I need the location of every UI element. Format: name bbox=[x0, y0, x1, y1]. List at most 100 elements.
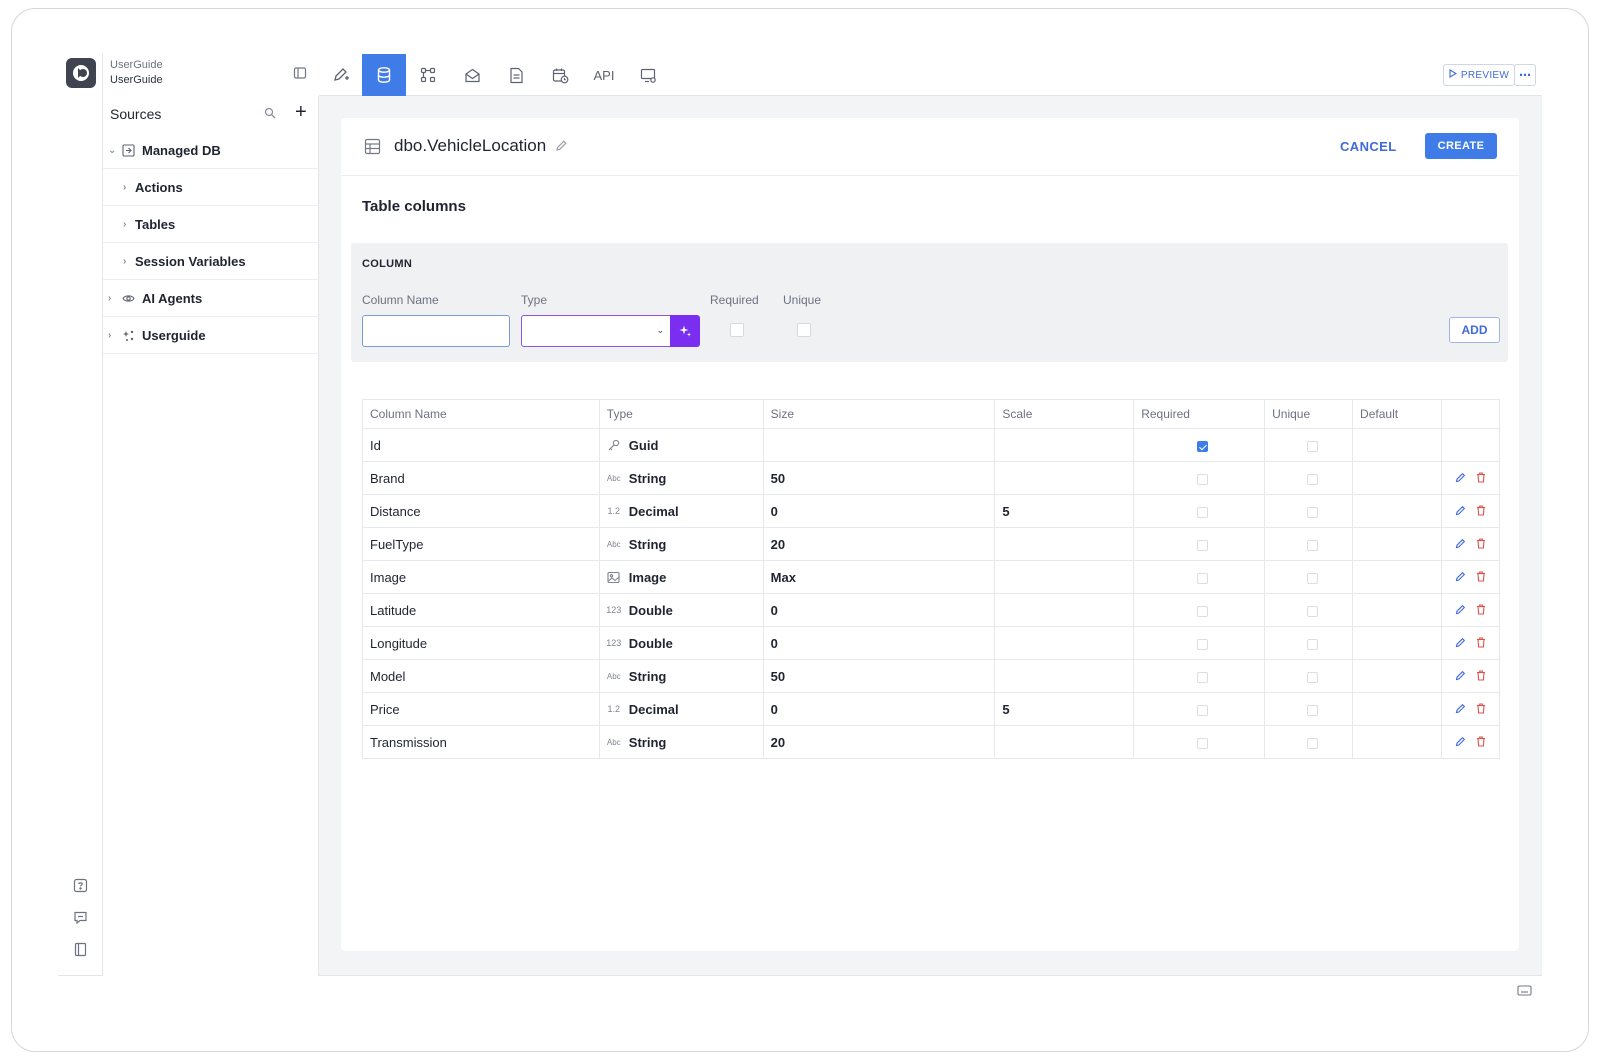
cell-scale bbox=[994, 659, 1135, 693]
header-type[interactable]: Type bbox=[598, 399, 764, 429]
table-row[interactable]: Longitude 123 Double 0 bbox=[362, 626, 1501, 660]
required-checkbox[interactable] bbox=[1197, 605, 1209, 617]
required-checkbox[interactable] bbox=[1197, 440, 1209, 452]
cell-size: 20 bbox=[762, 527, 996, 561]
header-default[interactable]: Default bbox=[1352, 399, 1442, 429]
unique-checkbox[interactable] bbox=[1306, 704, 1318, 716]
edit-icon[interactable] bbox=[1455, 537, 1466, 552]
table-row[interactable]: Price 1.2 Decimal 0 5 bbox=[362, 692, 1501, 726]
edit-icon[interactable] bbox=[1455, 471, 1466, 486]
key-icon bbox=[607, 439, 621, 452]
required-checkbox[interactable] bbox=[1197, 473, 1209, 485]
trash-icon[interactable] bbox=[1476, 636, 1486, 651]
sidebar-item-actions[interactable]: › Actions bbox=[103, 169, 319, 206]
edit-icon[interactable] bbox=[1455, 504, 1466, 519]
edit-icon[interactable] bbox=[1455, 603, 1466, 618]
header-required[interactable]: Required bbox=[1133, 399, 1266, 429]
add-source-button[interactable]: + bbox=[295, 101, 307, 123]
header-size[interactable]: Size bbox=[762, 399, 996, 429]
pen-plus-icon[interactable] bbox=[319, 54, 363, 96]
sidebar-toggle-icon[interactable] bbox=[293, 66, 307, 85]
pencil-icon[interactable] bbox=[555, 139, 568, 157]
required-checkbox[interactable] bbox=[730, 323, 744, 337]
keyboard-icon[interactable] bbox=[1517, 983, 1532, 1001]
chevron-right-icon: › bbox=[123, 255, 127, 267]
edit-icon[interactable] bbox=[1455, 570, 1466, 585]
required-checkbox[interactable] bbox=[1197, 737, 1209, 749]
cancel-button[interactable]: CANCEL bbox=[1340, 138, 1397, 154]
app-logo[interactable] bbox=[66, 58, 96, 88]
monitor-gear-icon[interactable] bbox=[626, 54, 670, 96]
column-name-input[interactable] bbox=[362, 315, 510, 347]
workflow-icon[interactable] bbox=[406, 54, 450, 96]
required-checkbox[interactable] bbox=[1197, 506, 1209, 518]
unique-checkbox[interactable] bbox=[1306, 737, 1318, 749]
app-title: UserGuide bbox=[110, 59, 163, 71]
add-column-button[interactable]: ADD bbox=[1449, 317, 1500, 343]
ai-sparkle-button[interactable] bbox=[670, 315, 700, 347]
trash-icon[interactable] bbox=[1476, 471, 1486, 486]
database-icon[interactable] bbox=[362, 54, 406, 96]
sidebar-item-session-variables[interactable]: › Session Variables bbox=[103, 243, 319, 280]
trash-icon[interactable] bbox=[1476, 537, 1486, 552]
help-icon[interactable] bbox=[73, 878, 89, 894]
table-row[interactable]: Latitude 123 Double 0 bbox=[362, 593, 1501, 627]
document-icon[interactable] bbox=[494, 54, 538, 96]
calendar-clock-icon[interactable] bbox=[538, 54, 582, 96]
envelope-open-icon[interactable] bbox=[450, 54, 494, 96]
cell-scale bbox=[994, 725, 1135, 759]
trash-icon[interactable] bbox=[1476, 669, 1486, 684]
header-column-name[interactable]: Column Name bbox=[362, 399, 600, 429]
sidebar-item-ai-agents[interactable]: › AI Agents bbox=[103, 280, 319, 317]
unique-checkbox[interactable] bbox=[1306, 638, 1318, 650]
edit-icon[interactable] bbox=[1455, 636, 1466, 651]
api-tab[interactable]: API bbox=[593, 67, 615, 83]
table-row[interactable]: Model Abc String 50 bbox=[362, 659, 1501, 693]
trash-icon[interactable] bbox=[1476, 504, 1486, 519]
chat-icon[interactable] bbox=[73, 910, 89, 926]
edit-icon[interactable] bbox=[1455, 702, 1466, 717]
unique-checkbox[interactable] bbox=[1306, 440, 1318, 452]
sidebar-item-userguide[interactable]: › Userguide bbox=[103, 317, 319, 354]
unique-checkbox[interactable] bbox=[1306, 671, 1318, 683]
cell-actions bbox=[1440, 560, 1501, 594]
table-row[interactable]: Id Guid bbox=[362, 428, 1501, 462]
create-button[interactable]: CREATE bbox=[1425, 133, 1497, 159]
table-row[interactable]: Distance 1.2 Decimal 0 5 bbox=[362, 494, 1501, 528]
table-row[interactable]: Brand Abc String 50 bbox=[362, 461, 1501, 495]
trash-icon[interactable] bbox=[1476, 702, 1486, 717]
trash-icon[interactable] bbox=[1476, 735, 1486, 750]
unique-checkbox[interactable] bbox=[1306, 506, 1318, 518]
required-checkbox[interactable] bbox=[1197, 638, 1209, 650]
trash-icon[interactable] bbox=[1476, 603, 1486, 618]
required-checkbox[interactable] bbox=[1197, 704, 1209, 716]
cell-unique bbox=[1264, 527, 1354, 561]
unique-checkbox[interactable] bbox=[1306, 572, 1318, 584]
unique-checkbox[interactable] bbox=[1306, 539, 1318, 551]
required-checkbox[interactable] bbox=[1197, 671, 1209, 683]
search-icon[interactable] bbox=[264, 106, 276, 124]
required-checkbox[interactable] bbox=[1197, 539, 1209, 551]
table-row[interactable]: Transmission Abc String 20 bbox=[362, 725, 1501, 759]
cell-type: 123 Double bbox=[598, 593, 764, 627]
book-icon[interactable] bbox=[73, 942, 89, 958]
trash-icon[interactable] bbox=[1476, 570, 1486, 585]
cell-size: 0 bbox=[762, 593, 996, 627]
unique-checkbox[interactable] bbox=[1306, 473, 1318, 485]
required-checkbox[interactable] bbox=[1197, 572, 1209, 584]
edit-icon[interactable] bbox=[1455, 735, 1466, 750]
header-unique[interactable]: Unique bbox=[1264, 399, 1354, 429]
type-select[interactable]: ⌄ bbox=[521, 315, 671, 347]
header-scale[interactable]: Scale bbox=[994, 399, 1135, 429]
unique-checkbox[interactable] bbox=[797, 323, 811, 337]
preview-button[interactable]: PREVIEW bbox=[1443, 64, 1515, 86]
unique-checkbox[interactable] bbox=[1306, 605, 1318, 617]
more-options-button[interactable]: ⋯ bbox=[1514, 64, 1536, 86]
table-row[interactable]: FuelType Abc String 20 bbox=[362, 527, 1501, 561]
edit-icon[interactable] bbox=[1455, 669, 1466, 684]
sidebar-item-tables[interactable]: › Tables bbox=[103, 206, 319, 243]
sidebar-item-label: Session Variables bbox=[135, 253, 246, 269]
table-row[interactable]: Image Image Max bbox=[362, 560, 1501, 594]
sidebar-item-managed-db[interactable]: ⌄ Managed DB bbox=[103, 132, 319, 169]
cell-unique bbox=[1264, 428, 1354, 462]
